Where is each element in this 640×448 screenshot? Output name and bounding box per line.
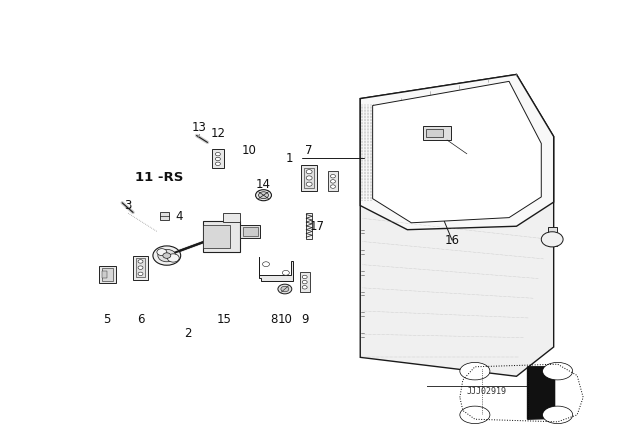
Bar [102,268,113,280]
Bar [304,168,314,188]
Bar [133,255,148,280]
Circle shape [302,275,307,279]
Circle shape [306,182,312,186]
Bar [240,225,260,238]
Circle shape [138,266,143,269]
Text: 14: 14 [256,178,271,191]
Text: 17: 17 [310,220,324,233]
Circle shape [138,272,143,276]
Bar [223,213,240,222]
Polygon shape [360,74,554,376]
Text: 5: 5 [104,313,111,326]
Text: 4: 4 [175,210,183,223]
Circle shape [163,253,171,258]
Text: 15: 15 [216,313,231,326]
Bar [160,212,169,220]
Text: 7: 7 [305,144,313,157]
Bar [300,272,310,292]
Circle shape [460,406,490,424]
Text: 16: 16 [445,233,460,246]
Circle shape [278,284,292,294]
Circle shape [138,260,143,263]
Circle shape [167,254,179,262]
Text: 8: 8 [269,313,277,326]
Bar [136,258,145,277]
Bar [301,165,317,191]
Circle shape [330,185,335,188]
Text: 13: 13 [191,121,207,134]
Polygon shape [360,74,554,230]
Polygon shape [259,257,293,281]
Bar [548,227,557,246]
Circle shape [216,152,220,156]
Text: 1: 1 [286,152,293,165]
Bar [99,266,116,283]
Circle shape [543,362,573,380]
Circle shape [153,246,180,265]
Text: 2: 2 [184,327,192,340]
Text: 3: 3 [124,199,132,212]
Bar [424,126,451,140]
Bar [102,271,108,278]
Circle shape [157,249,167,255]
Polygon shape [527,367,555,419]
Circle shape [259,192,269,198]
Bar [306,213,312,239]
Circle shape [216,157,220,161]
Circle shape [302,285,307,289]
Circle shape [281,286,289,292]
Circle shape [306,176,312,180]
Text: 12: 12 [211,127,225,140]
Circle shape [282,271,289,275]
Text: 10: 10 [241,144,256,157]
Circle shape [330,174,335,178]
Bar [426,129,444,138]
Text: 10: 10 [277,313,292,326]
Circle shape [302,280,307,284]
Bar [203,221,240,252]
Circle shape [216,162,220,165]
Polygon shape [372,82,541,223]
Text: 9: 9 [301,313,308,326]
Circle shape [460,362,490,380]
Circle shape [543,406,573,424]
Bar [203,225,230,248]
Text: 6: 6 [137,313,144,326]
Circle shape [330,180,335,183]
Text: JJJ02919: JJJ02919 [467,387,507,396]
Circle shape [262,262,269,267]
Circle shape [541,232,563,247]
Bar [212,150,224,168]
Text: 11 -RS: 11 -RS [134,171,183,184]
Circle shape [158,250,176,262]
Bar [328,172,338,191]
Circle shape [306,170,312,174]
Circle shape [255,190,271,201]
Bar [243,227,257,236]
